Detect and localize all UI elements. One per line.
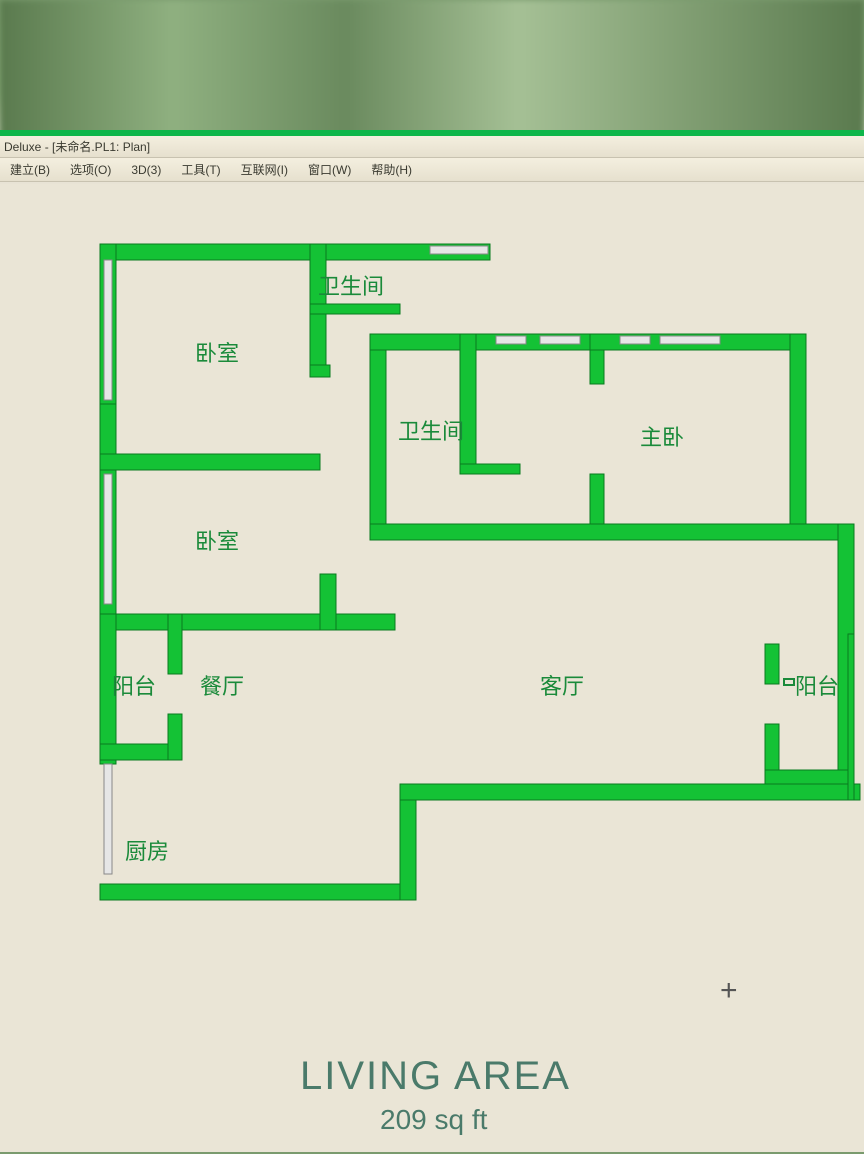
plan-canvas[interactable]: 卧室 卫生间 卫生间 主卧 卧室 阳台 餐厅 客厅 阳台 厨房 + LIVING… xyxy=(0,184,864,1152)
menu-window[interactable]: 窗口(W) xyxy=(298,161,361,178)
area-title: LIVING AREA xyxy=(300,1054,571,1099)
window-title: Deluxe - [未命名.PL1: Plan] xyxy=(4,138,150,155)
menu-internet[interactable]: 互联网(I) xyxy=(231,161,298,178)
menu-3d[interactable]: 3D(3) xyxy=(121,163,171,177)
menu-bar: 建立(B) 选项(O) 3D(3) 工具(T) 互联网(I) 窗口(W) 帮助(… xyxy=(0,158,864,182)
menu-build[interactable]: 建立(B) xyxy=(0,161,60,178)
photo-background xyxy=(0,0,864,140)
window-titlebar: Deluxe - [未命名.PL1: Plan] xyxy=(0,136,864,158)
label-living: 客厅 xyxy=(540,669,584,701)
label-kitchen: 厨房 xyxy=(125,834,169,866)
menu-help[interactable]: 帮助(H) xyxy=(361,161,422,178)
label-balcony2: 阳台 xyxy=(795,669,839,701)
monitor-screen: Deluxe - [未命名.PL1: Plan] 建立(B) 选项(O) 3D(… xyxy=(0,130,864,1152)
label-dining: 餐厅 xyxy=(200,669,244,701)
balcony-marker xyxy=(784,679,794,685)
label-bathroom1: 卫生间 xyxy=(318,269,384,301)
label-bathroom2: 卫生间 xyxy=(398,414,464,446)
area-value: 209 sq ft xyxy=(380,1104,487,1136)
menu-tools[interactable]: 工具(T) xyxy=(171,161,230,178)
label-master: 主卧 xyxy=(640,420,684,452)
cursor-crosshair-icon: + xyxy=(720,974,738,1008)
menu-options[interactable]: 选项(O) xyxy=(60,161,121,178)
label-bedroom2: 卧室 xyxy=(195,524,239,556)
label-balcony1: 阳台 xyxy=(112,669,156,701)
label-bedroom1: 卧室 xyxy=(195,336,239,368)
